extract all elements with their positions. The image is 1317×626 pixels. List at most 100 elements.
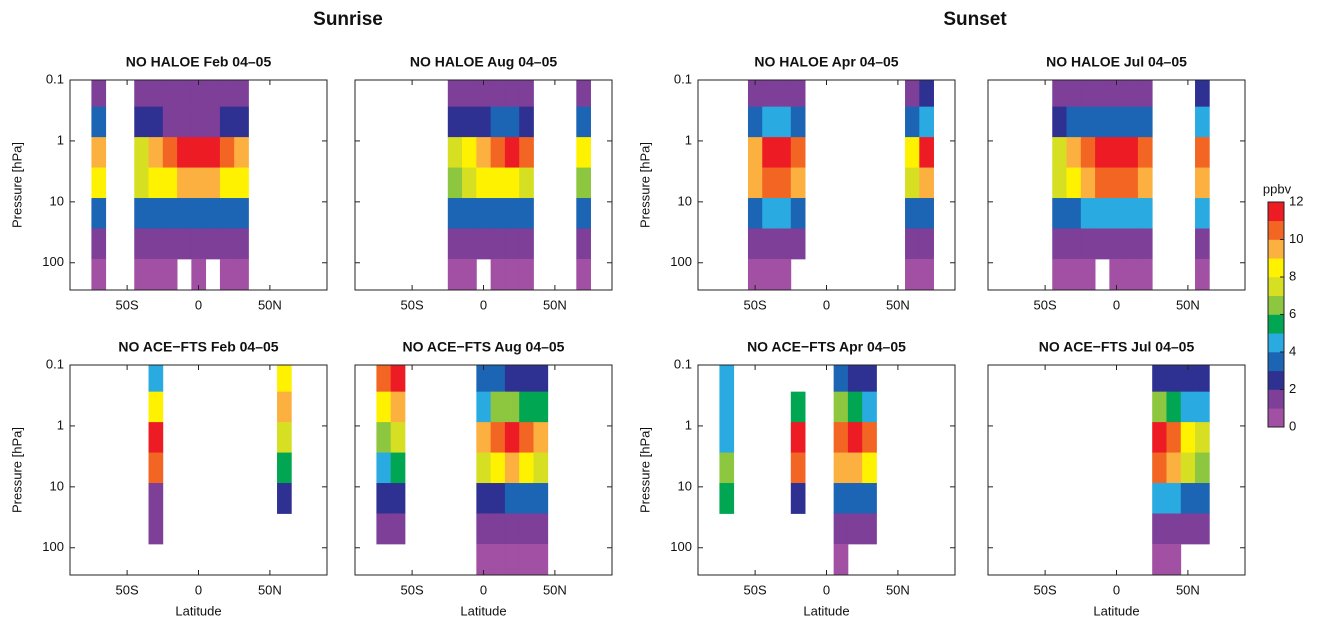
contour-cell bbox=[219, 198, 235, 229]
contour-cell bbox=[162, 198, 178, 229]
contour-cell bbox=[134, 137, 149, 168]
contour-cell bbox=[533, 391, 549, 423]
panel-title: NO HALOE Jul 04–05 bbox=[1046, 54, 1187, 70]
contour-cell bbox=[576, 198, 591, 229]
contour-cell bbox=[790, 391, 806, 423]
contour-cell bbox=[490, 391, 506, 423]
contour-cell bbox=[504, 258, 520, 291]
contour-cell bbox=[862, 365, 877, 393]
x-tick-label: 50N bbox=[258, 297, 282, 312]
contour-cell bbox=[1109, 106, 1125, 138]
contour-cell bbox=[1195, 452, 1210, 484]
contour-cell bbox=[1152, 513, 1167, 545]
contour-cell bbox=[1080, 228, 1096, 260]
y-axis-label: Pressure [hPa] bbox=[9, 427, 24, 513]
contour-cell bbox=[519, 365, 534, 393]
contour-cell bbox=[476, 80, 492, 108]
contour-cell bbox=[919, 228, 934, 260]
contour-cell bbox=[91, 106, 107, 138]
colorbar-tick-label: 6 bbox=[1289, 306, 1296, 321]
contour-cell bbox=[1195, 422, 1210, 453]
contour-cell bbox=[1137, 167, 1153, 199]
contour-cell bbox=[833, 513, 849, 545]
contour-cell bbox=[177, 167, 192, 199]
contour-cell bbox=[747, 228, 763, 260]
contour-cell bbox=[847, 513, 863, 545]
contour-cell bbox=[462, 106, 477, 138]
contour-cell bbox=[148, 137, 164, 168]
contour-cell bbox=[1166, 422, 1182, 453]
contour-cell bbox=[833, 365, 849, 393]
y-tick-label: 0.1 bbox=[674, 356, 692, 371]
contour-cell bbox=[1195, 513, 1210, 545]
contour-cell bbox=[1180, 513, 1196, 545]
colorbar-band bbox=[1268, 370, 1284, 390]
contour-cell bbox=[148, 258, 164, 291]
contour-cell bbox=[905, 228, 920, 260]
contour-cell bbox=[490, 483, 506, 514]
contour-cell bbox=[776, 258, 792, 291]
contour-cell bbox=[191, 198, 207, 229]
contour-cell bbox=[776, 167, 792, 199]
contour-cell bbox=[490, 513, 506, 545]
contour-cell bbox=[519, 513, 534, 545]
contour-cell bbox=[1152, 483, 1167, 514]
contour-cell bbox=[234, 167, 249, 199]
y-tick-label: 100 bbox=[670, 539, 692, 554]
contour-cell bbox=[1180, 483, 1196, 514]
x-tick-label: 0 bbox=[195, 582, 202, 597]
contour-cell bbox=[790, 198, 806, 229]
contour-cell bbox=[1180, 391, 1196, 423]
contour-cell bbox=[1080, 80, 1096, 108]
contour-cell bbox=[719, 365, 735, 393]
y-axis-label: Pressure [hPa] bbox=[637, 427, 652, 513]
contour-cell bbox=[148, 513, 164, 545]
colorbar-band bbox=[1268, 295, 1284, 315]
contour-cell bbox=[1123, 137, 1139, 168]
contour-cell bbox=[376, 483, 392, 514]
contour-cell bbox=[1195, 228, 1210, 260]
contour-cell bbox=[790, 106, 806, 138]
contour-cell bbox=[1195, 106, 1210, 138]
contour-cell bbox=[205, 106, 221, 138]
x-tick-label: 0 bbox=[1113, 297, 1120, 312]
contour-cell bbox=[504, 106, 520, 138]
contour-cell bbox=[519, 80, 534, 108]
contour-cell bbox=[504, 483, 520, 514]
contour-cell bbox=[476, 228, 492, 260]
contour-cell bbox=[191, 167, 207, 199]
contour-cell bbox=[1052, 258, 1067, 291]
contour-cell bbox=[376, 513, 392, 545]
contour-cell bbox=[162, 80, 178, 108]
contour-cell bbox=[191, 228, 207, 260]
contour-cell bbox=[862, 513, 877, 545]
contour-cell bbox=[490, 106, 506, 138]
contour-cell bbox=[447, 167, 463, 199]
x-tick-label: 0 bbox=[823, 297, 830, 312]
contour-cell bbox=[376, 452, 392, 484]
contour-cell bbox=[490, 80, 506, 108]
contour-cell bbox=[1052, 228, 1067, 260]
contour-cell bbox=[1109, 258, 1125, 291]
y-tick-label: 0.1 bbox=[46, 71, 64, 86]
contour-cell bbox=[919, 106, 934, 138]
contour-cell bbox=[1166, 543, 1182, 576]
contour-cell bbox=[504, 452, 520, 484]
contour-cell bbox=[576, 258, 591, 291]
contour-cell bbox=[519, 391, 534, 423]
contour-cell bbox=[1095, 167, 1110, 199]
contour-cell bbox=[490, 258, 506, 291]
colorbar-band bbox=[1268, 408, 1284, 428]
contour-cell bbox=[1066, 198, 1082, 229]
contour-cell bbox=[148, 365, 164, 393]
y-tick-label: 1 bbox=[685, 417, 692, 432]
contour-cell bbox=[504, 513, 520, 545]
contour-cell bbox=[1195, 198, 1210, 229]
contour-cell bbox=[191, 106, 207, 138]
colorbar-band bbox=[1268, 220, 1284, 240]
contour-cell bbox=[205, 228, 221, 260]
contour-cell bbox=[1137, 228, 1153, 260]
contour-cell bbox=[790, 167, 806, 199]
colorbar-tick-label: 2 bbox=[1289, 381, 1296, 396]
